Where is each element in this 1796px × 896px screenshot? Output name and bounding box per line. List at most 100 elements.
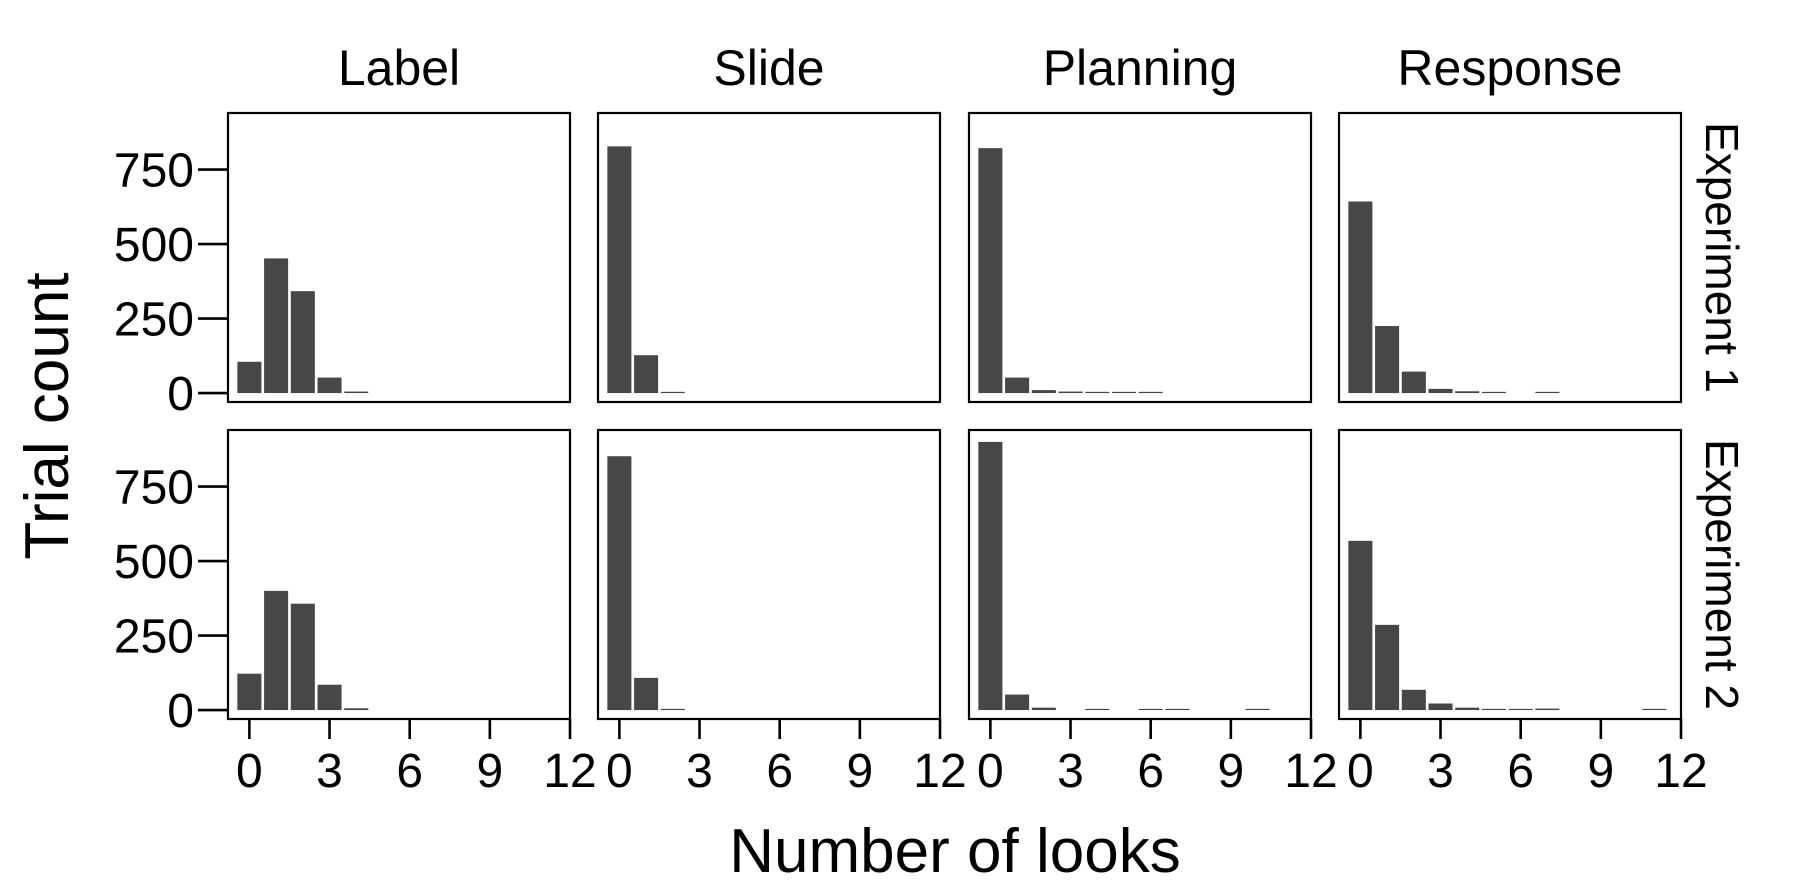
panel-frame bbox=[226, 111, 572, 404]
row-title-2: Experiment 2 bbox=[1696, 439, 1748, 710]
panel-frame bbox=[596, 111, 942, 404]
x-tick-label: 6 bbox=[1507, 745, 1534, 798]
x-tick-label: 12 bbox=[1284, 745, 1337, 798]
bar bbox=[660, 708, 685, 711]
bar bbox=[1245, 708, 1270, 711]
panel-r2-c4: 0 3 6 9 12 bbox=[1337, 428, 1708, 798]
y-tick-label: 250 bbox=[114, 611, 194, 664]
bar bbox=[290, 603, 315, 711]
bar bbox=[1005, 377, 1030, 394]
bar bbox=[264, 590, 289, 711]
bar bbox=[1508, 708, 1533, 711]
x-tick-label: 12 bbox=[1654, 745, 1707, 798]
bar bbox=[1455, 707, 1480, 711]
x-tick-label: 12 bbox=[913, 745, 966, 798]
y-tick-label: 750 bbox=[114, 145, 194, 198]
bar bbox=[634, 677, 659, 711]
bar bbox=[1481, 708, 1506, 711]
x-tick-label: 9 bbox=[846, 745, 873, 798]
bar bbox=[1481, 391, 1506, 394]
bar bbox=[1401, 371, 1426, 394]
bar bbox=[1085, 391, 1110, 394]
y-tick-label: 0 bbox=[167, 368, 194, 421]
bar bbox=[1375, 624, 1400, 711]
column-title-slide: Slide bbox=[713, 40, 824, 96]
panel-frame bbox=[967, 428, 1313, 721]
bar bbox=[317, 684, 342, 711]
x-tick-label: 0 bbox=[977, 745, 1004, 798]
y-tick-label: 250 bbox=[114, 294, 194, 347]
x-tick-label: 0 bbox=[1347, 745, 1374, 798]
bar bbox=[607, 456, 632, 711]
bar bbox=[1111, 391, 1136, 394]
column-title-planning: Planning bbox=[1043, 40, 1238, 96]
column-title-label: Label bbox=[338, 40, 460, 96]
panel-r1-c1: 0 250 500 750 bbox=[114, 111, 572, 421]
x-tick-label: 6 bbox=[1137, 745, 1164, 798]
x-tick-label: 6 bbox=[396, 745, 423, 798]
y-tick-label: 750 bbox=[114, 462, 194, 515]
x-tick-label: 3 bbox=[686, 745, 713, 798]
bar bbox=[290, 291, 315, 394]
y-tick-label: 500 bbox=[114, 536, 194, 589]
bar bbox=[344, 391, 369, 394]
bar bbox=[317, 377, 342, 394]
row-title-1: Experiment 1 bbox=[1696, 122, 1748, 393]
panel-r1-c4 bbox=[1337, 111, 1683, 404]
bar bbox=[1165, 708, 1190, 711]
x-tick-label: 6 bbox=[766, 745, 793, 798]
bar bbox=[237, 673, 262, 711]
x-tick-label: 9 bbox=[1587, 745, 1614, 798]
panel-r1-c2 bbox=[596, 111, 942, 404]
panel-r2-c2: 0 3 6 9 12 bbox=[596, 428, 967, 798]
panel-r2-c3: 0 3 6 9 12 bbox=[967, 428, 1338, 798]
bar bbox=[1138, 391, 1163, 394]
bar bbox=[1375, 326, 1400, 394]
bar bbox=[1138, 708, 1163, 711]
y-axis-title: Trial count bbox=[13, 272, 82, 559]
bar bbox=[978, 441, 1003, 711]
panel-r1-c3 bbox=[967, 111, 1313, 404]
bar bbox=[1455, 391, 1480, 394]
bar bbox=[264, 258, 289, 394]
bar bbox=[607, 146, 632, 394]
bar bbox=[634, 355, 659, 394]
panel-frame bbox=[596, 428, 942, 721]
y-tick-label: 0 bbox=[167, 685, 194, 738]
labels-layer: Label Slide Planning Response Experiment 1 Ex… bbox=[13, 40, 1748, 886]
bar bbox=[1642, 708, 1667, 711]
bar bbox=[1005, 694, 1030, 711]
bar bbox=[1535, 391, 1560, 394]
bar bbox=[978, 148, 1003, 394]
y-tick-label: 500 bbox=[114, 219, 194, 272]
panel-frame bbox=[1337, 111, 1683, 404]
x-tick-label: 9 bbox=[1217, 745, 1244, 798]
x-axis-title: Number of looks bbox=[729, 817, 1180, 886]
bar bbox=[237, 361, 262, 394]
bar bbox=[660, 391, 685, 394]
panel-frame bbox=[226, 428, 572, 721]
bar bbox=[1058, 391, 1083, 394]
x-tick-label: 3 bbox=[316, 745, 343, 798]
bar bbox=[344, 708, 369, 711]
panel-frame bbox=[1337, 428, 1683, 721]
x-tick-label: 0 bbox=[606, 745, 633, 798]
bar bbox=[1031, 390, 1056, 394]
bar bbox=[1031, 707, 1056, 711]
bar bbox=[1428, 703, 1453, 711]
x-tick-label: 9 bbox=[476, 745, 503, 798]
x-tick-label: 12 bbox=[543, 745, 596, 798]
x-tick-label: 0 bbox=[236, 745, 263, 798]
column-title-response: Response bbox=[1397, 40, 1622, 96]
bar bbox=[1348, 201, 1373, 394]
bar bbox=[1428, 388, 1453, 394]
bar bbox=[1348, 540, 1373, 711]
x-tick-label: 3 bbox=[1057, 745, 1084, 798]
bar bbox=[1401, 689, 1426, 711]
bar bbox=[1085, 708, 1110, 711]
x-tick-label: 3 bbox=[1427, 745, 1454, 798]
bar bbox=[1535, 708, 1560, 711]
